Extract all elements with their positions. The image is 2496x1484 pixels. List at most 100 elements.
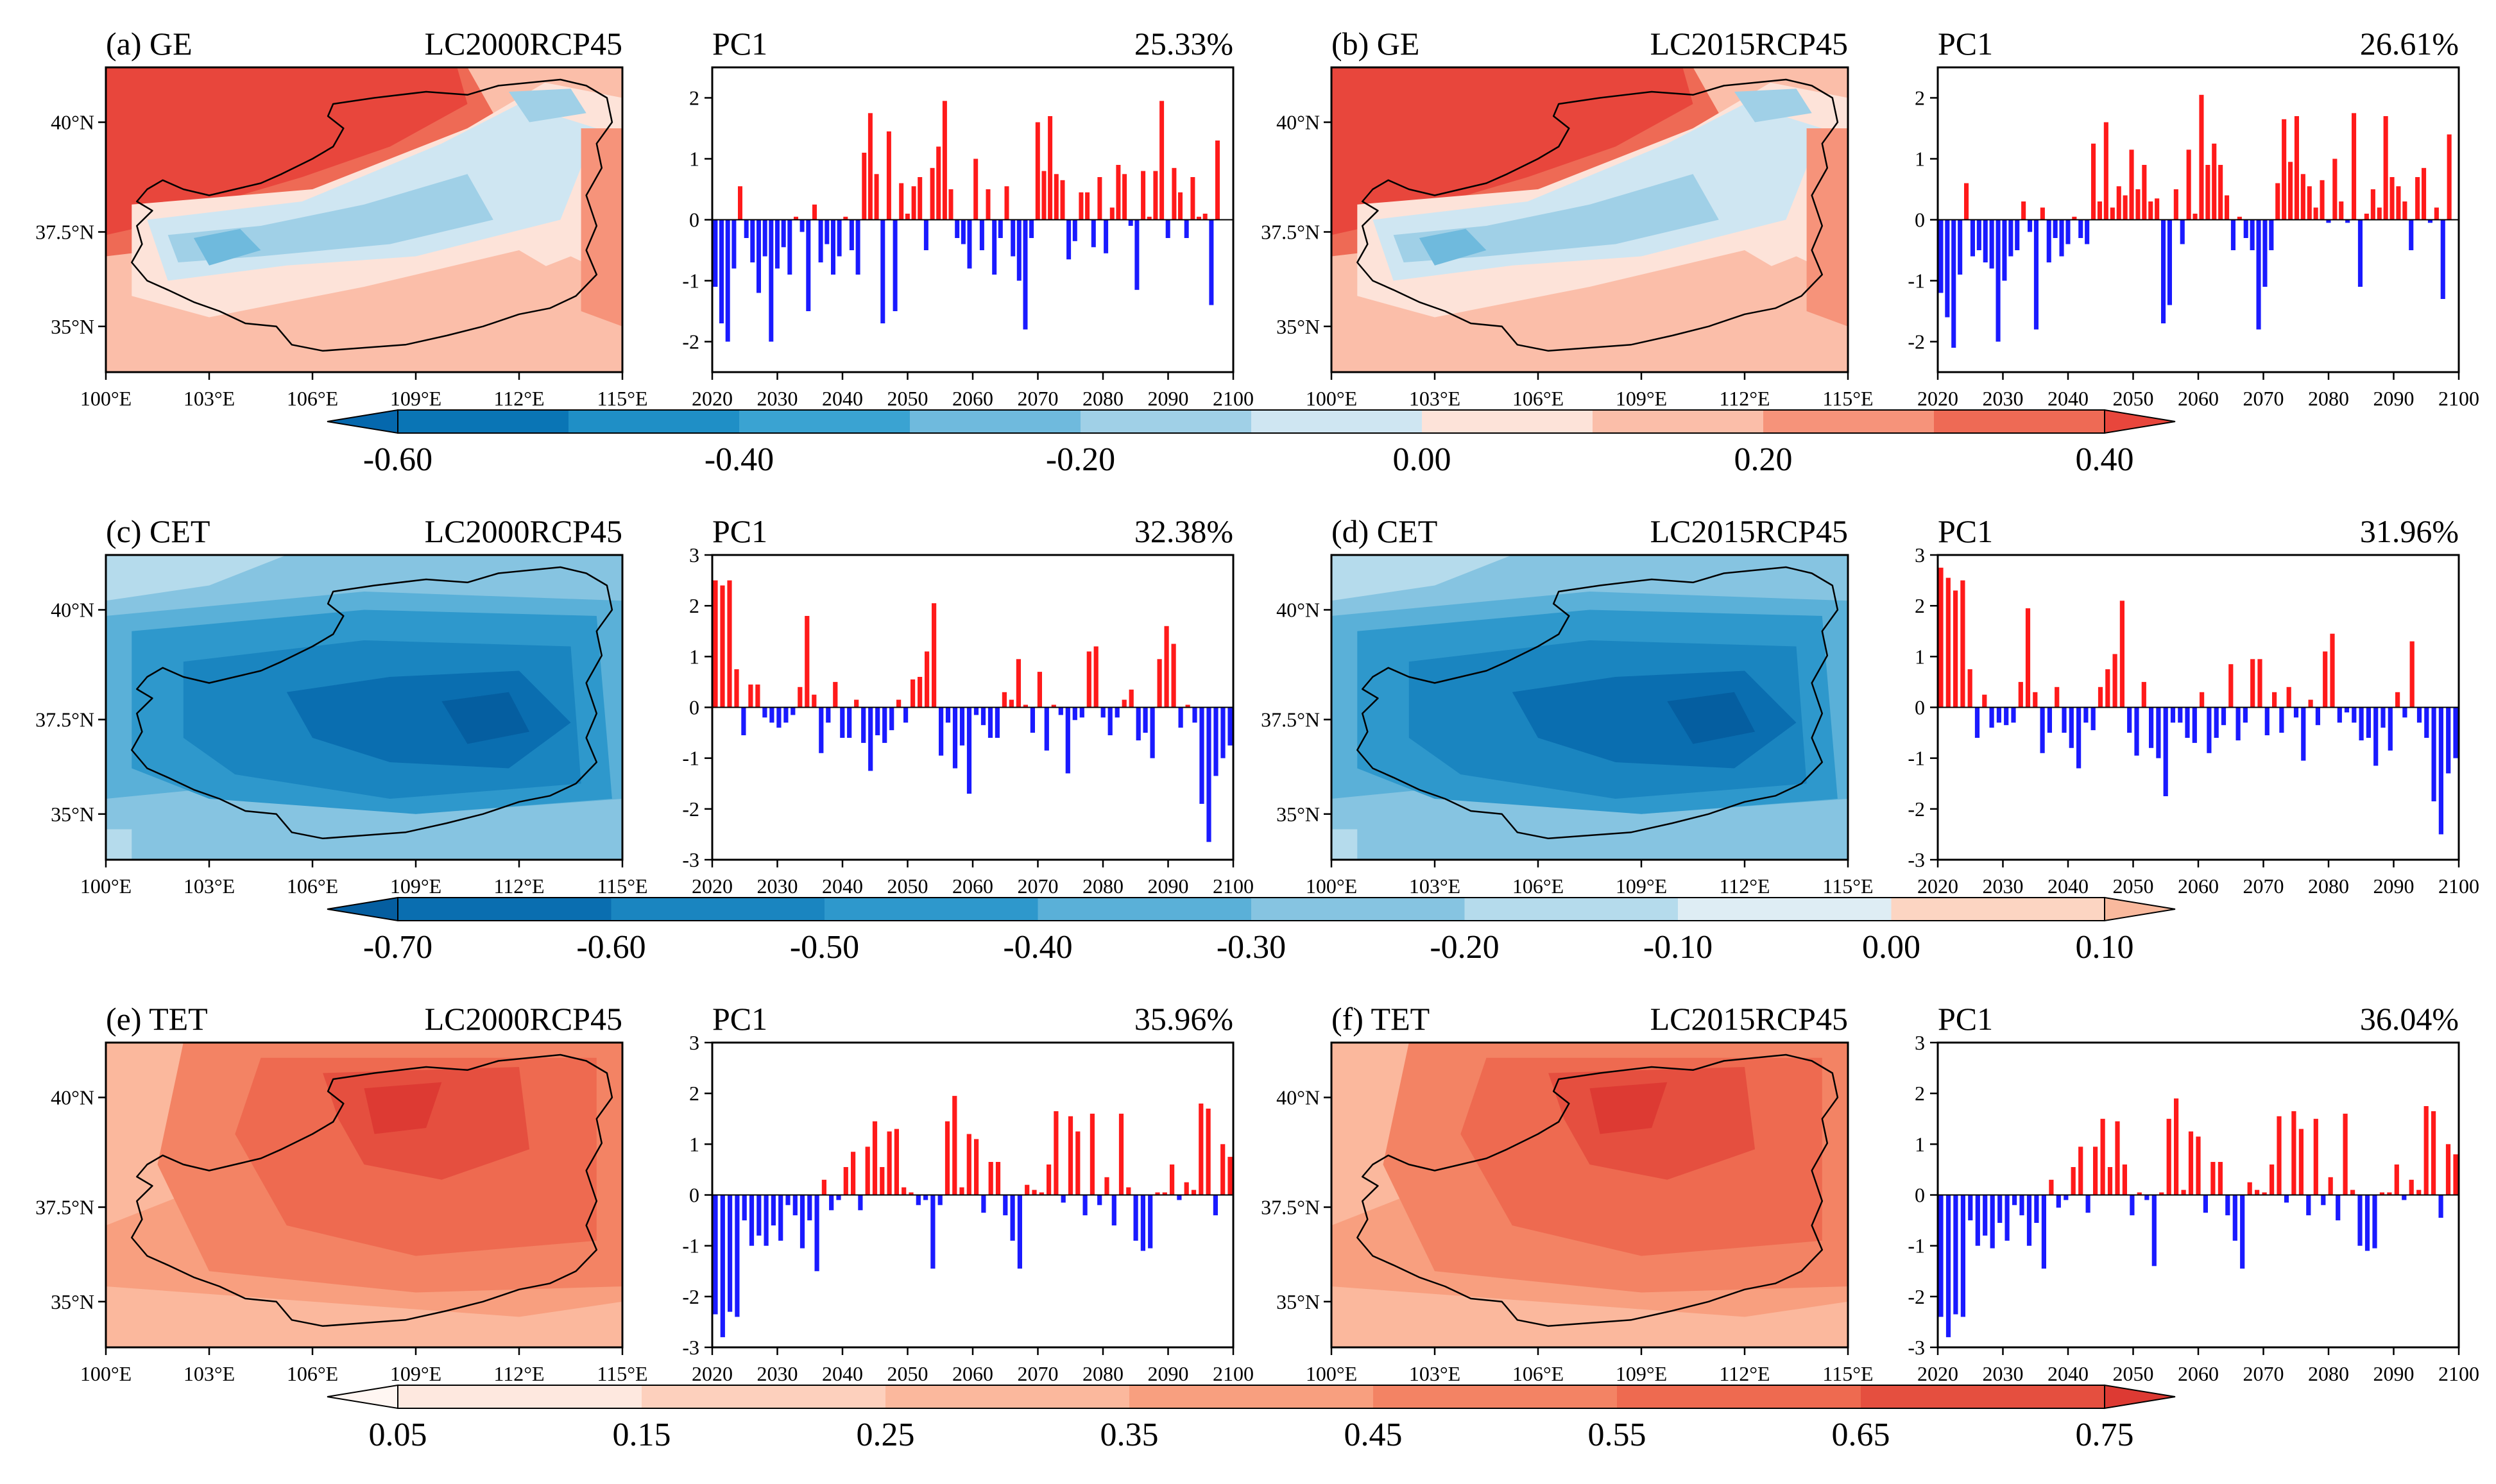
bar-positive — [2250, 659, 2255, 708]
bar-negative — [2402, 707, 2407, 718]
x-tick-label: 2060 — [2178, 387, 2219, 410]
bar-negative — [2326, 219, 2331, 223]
bar-negative — [818, 219, 823, 262]
bar-positive — [2135, 189, 2141, 220]
x-tick-label: 2060 — [952, 387, 993, 410]
bar-negative — [939, 707, 944, 756]
bar-negative — [1104, 219, 1109, 253]
bar-positive — [1159, 101, 1165, 220]
region-boundary — [131, 566, 613, 840]
region-boundary — [1356, 78, 1839, 352]
bar-positive — [1960, 580, 1965, 708]
colorbar-2: 0.05 0.15 0.25 0.35 0.45 0.55 0.65 0.75 — [327, 1384, 2176, 1453]
bar-positive — [1206, 1108, 1211, 1195]
lat-tick-label: 35°N — [1276, 803, 1320, 826]
bar-negative — [728, 1195, 733, 1312]
x-tick-label: 2020 — [1917, 874, 1958, 898]
bar-negative — [903, 707, 909, 723]
bar-negative — [2438, 1195, 2443, 1218]
y-tick-label: -2 — [682, 797, 699, 821]
bar-positive — [2237, 216, 2242, 220]
bar-negative — [783, 707, 789, 723]
bar-positive — [1090, 1113, 1095, 1195]
bar-negative — [807, 1195, 812, 1221]
bar-negative — [1044, 707, 1049, 751]
lat-tick-label: 40°N — [51, 1086, 94, 1109]
y-tick-label: 3 — [1915, 1031, 1925, 1054]
bar-positive — [1227, 1157, 1233, 1195]
map-title-right: LC2015RCP45 — [1650, 26, 1848, 62]
bar-positive — [2129, 149, 2134, 220]
bar-negative — [1091, 219, 1096, 248]
bar-negative — [1177, 1195, 1182, 1200]
bar-positive — [1035, 122, 1040, 220]
lon-tick-label: 112°E — [493, 874, 544, 898]
bar-negative — [847, 707, 852, 738]
lon-tick-label: 100°E — [1306, 387, 1357, 410]
colorbar-label: -0.60 — [576, 929, 645, 966]
lat-tick-label: 40°N — [1276, 1086, 1320, 1109]
x-tick-label: 2090 — [2373, 387, 2415, 410]
x-tick-label: 2080 — [1082, 387, 1124, 410]
x-tick-label: 2080 — [2308, 1362, 2349, 1385]
x-tick-label: 2050 — [2113, 387, 2154, 410]
map-title-left: (d) CET — [1331, 513, 1437, 549]
bar-negative — [967, 219, 972, 269]
bar-positive — [2218, 1162, 2223, 1195]
bar-positive — [966, 1134, 971, 1195]
bar-negative — [776, 707, 782, 728]
y-tick-label: 0 — [1915, 209, 1925, 232]
bar-negative — [2359, 707, 2364, 740]
bar-negative — [799, 1195, 805, 1249]
bar-negative — [769, 707, 774, 723]
colorbar-segment — [398, 1385, 642, 1408]
colorbar-over-arrow — [2104, 896, 2176, 922]
x-tick-label: 2050 — [2113, 874, 2154, 898]
x-tick-label: 2080 — [1082, 874, 1124, 898]
bar-negative — [2427, 219, 2432, 223]
x-tick-label: 2080 — [1082, 1362, 1124, 1385]
bar-negative — [955, 219, 960, 238]
bar-negative — [2409, 219, 2414, 250]
colorbar-segment — [1251, 898, 1465, 921]
colorbar-under-arrow — [327, 896, 398, 922]
bar-negative — [992, 219, 997, 275]
bar-positive — [2110, 207, 2115, 220]
bar-negative — [2438, 707, 2443, 835]
bar-negative — [741, 707, 746, 735]
bar-positive — [1054, 1111, 1059, 1195]
bar-negative — [2424, 707, 2429, 738]
bar-negative — [1165, 219, 1170, 238]
map-contour — [1331, 555, 1512, 601]
bar-positive — [2300, 174, 2305, 220]
bar-positive — [2275, 183, 2280, 220]
bar-negative — [1960, 1195, 1965, 1317]
pc-bar-chart-e: -3 -2 -1 0 1 2 3 2020 2030 2040 2050 2060 2070 2080 20… — [682, 1001, 1254, 1385]
bar-positive — [1118, 1113, 1124, 1195]
bar-negative — [2315, 707, 2320, 726]
y-tick-label: -2 — [682, 1285, 699, 1308]
colorbar-segment — [1934, 410, 2105, 433]
bar-negative — [1029, 219, 1034, 238]
bar-negative — [831, 219, 835, 275]
bar-positive — [1171, 644, 1176, 708]
bar-negative — [923, 1195, 928, 1200]
bar-positive — [2350, 1190, 2355, 1195]
chart-title: PC1 — [1938, 26, 1993, 62]
bar-negative — [1199, 707, 1204, 804]
bar-negative — [1227, 707, 1233, 746]
bar-negative — [2344, 707, 2350, 713]
bar-negative — [2453, 707, 2458, 758]
bar-positive — [932, 603, 937, 708]
bar-positive — [865, 1147, 870, 1195]
bar-negative — [2167, 219, 2172, 305]
bar-negative — [2235, 707, 2241, 740]
bar-positive — [734, 669, 739, 708]
map-field — [1331, 67, 1848, 372]
y-tick-label: 0 — [1915, 696, 1925, 719]
x-tick-label: 2030 — [1983, 387, 2024, 410]
bar-negative — [2225, 1195, 2230, 1216]
bar-negative — [781, 219, 786, 248]
bar-positive — [945, 1121, 950, 1195]
bar-negative — [829, 1195, 834, 1211]
